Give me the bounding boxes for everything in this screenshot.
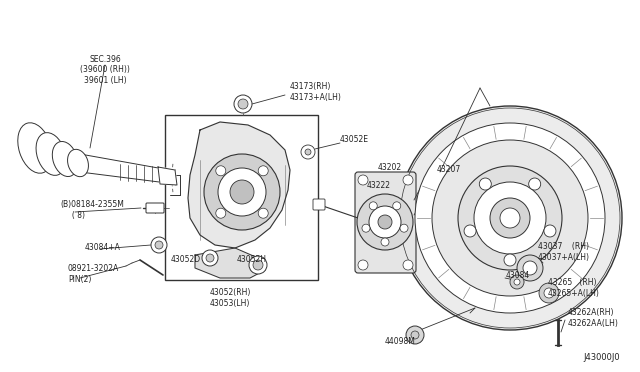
Text: J43000J0: J43000J0 (584, 353, 620, 362)
Circle shape (230, 180, 254, 204)
Polygon shape (195, 248, 265, 278)
Circle shape (305, 149, 311, 155)
FancyBboxPatch shape (165, 115, 318, 280)
Circle shape (234, 95, 252, 113)
Circle shape (155, 241, 163, 249)
Circle shape (369, 202, 377, 210)
Circle shape (474, 182, 546, 254)
Text: 43052D: 43052D (171, 256, 201, 264)
Text: 43037    (RH)
43037+A(LH): 43037 (RH) 43037+A(LH) (538, 242, 590, 262)
Circle shape (206, 254, 214, 262)
Circle shape (258, 208, 268, 218)
Circle shape (381, 238, 389, 246)
Circle shape (403, 260, 413, 270)
Circle shape (544, 288, 554, 298)
Circle shape (398, 106, 622, 330)
Text: 43207: 43207 (437, 166, 461, 174)
Circle shape (253, 260, 263, 270)
Text: 43222: 43222 (367, 180, 391, 189)
Text: 43262A(RH)
43262AA(LH): 43262A(RH) 43262AA(LH) (568, 308, 619, 328)
Text: 08921-3202A
PIN(2): 08921-3202A PIN(2) (68, 264, 119, 284)
Circle shape (510, 275, 524, 289)
Circle shape (504, 254, 516, 266)
Circle shape (403, 175, 413, 185)
Ellipse shape (36, 133, 66, 175)
Circle shape (544, 225, 556, 237)
Circle shape (514, 279, 520, 285)
Text: 43173(RH)
43173+A(LH): 43173(RH) 43173+A(LH) (290, 82, 342, 102)
Ellipse shape (52, 141, 77, 177)
FancyBboxPatch shape (355, 172, 416, 273)
Circle shape (479, 178, 492, 190)
Circle shape (517, 255, 543, 281)
Circle shape (151, 237, 167, 253)
Ellipse shape (18, 123, 52, 173)
Circle shape (432, 140, 588, 296)
Text: 43265   (RH)
43265+A(LH): 43265 (RH) 43265+A(LH) (548, 278, 600, 298)
Circle shape (490, 198, 530, 238)
Circle shape (362, 224, 370, 232)
Circle shape (369, 206, 401, 238)
Polygon shape (188, 122, 290, 248)
Circle shape (378, 215, 392, 229)
Circle shape (202, 250, 218, 266)
Ellipse shape (68, 149, 88, 177)
Circle shape (249, 256, 267, 274)
Text: 43202: 43202 (378, 164, 402, 173)
Circle shape (357, 194, 413, 250)
Text: 43052H: 43052H (237, 256, 267, 264)
Text: SEC.396
(39600 (RH))
39601 (LH): SEC.396 (39600 (RH)) 39601 (LH) (80, 55, 130, 85)
Circle shape (458, 166, 562, 270)
Circle shape (406, 326, 424, 344)
Text: 44098M: 44098M (385, 337, 415, 346)
Circle shape (400, 224, 408, 232)
Text: (B)08184-2355M
     ( 8): (B)08184-2355M ( 8) (60, 200, 124, 220)
Circle shape (529, 178, 541, 190)
Circle shape (218, 168, 266, 216)
Circle shape (358, 175, 368, 185)
Circle shape (539, 283, 559, 303)
FancyBboxPatch shape (146, 203, 164, 213)
Circle shape (500, 208, 520, 228)
Text: 43052E: 43052E (340, 135, 369, 144)
Circle shape (464, 225, 476, 237)
Text: 43084+A: 43084+A (85, 244, 121, 253)
Text: 43052(RH)
43053(LH): 43052(RH) 43053(LH) (209, 288, 251, 308)
Circle shape (258, 166, 268, 176)
Text: 43084: 43084 (506, 272, 531, 280)
FancyBboxPatch shape (313, 199, 325, 210)
Circle shape (238, 99, 248, 109)
Circle shape (216, 166, 226, 176)
Circle shape (411, 331, 419, 339)
Circle shape (301, 145, 315, 159)
Circle shape (523, 261, 537, 275)
Circle shape (204, 154, 280, 230)
Polygon shape (80, 154, 175, 184)
Circle shape (393, 202, 401, 210)
Circle shape (415, 123, 605, 313)
Polygon shape (158, 167, 177, 185)
Circle shape (358, 260, 368, 270)
Circle shape (216, 208, 226, 218)
